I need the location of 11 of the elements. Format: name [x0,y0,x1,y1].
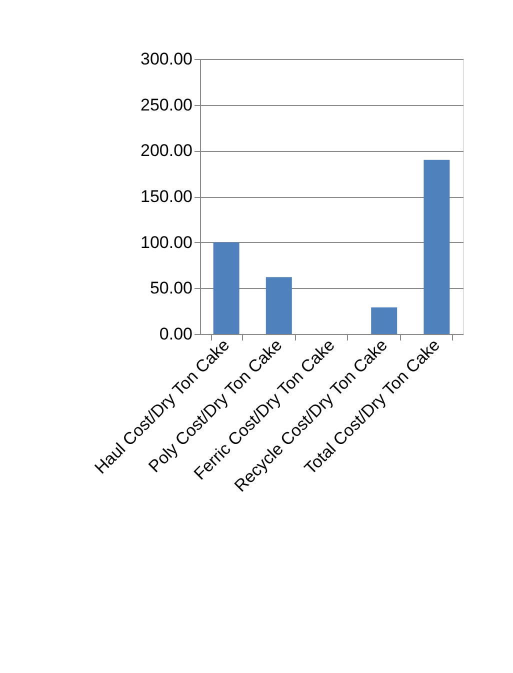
y-tick-label: 300.00 [140,50,192,68]
bar [424,160,450,334]
y-tick-label: 50.00 [150,278,192,298]
bar [213,242,240,334]
bar [266,277,292,334]
y-tick-label: 150.00 [140,187,192,206]
y-tick-label: 100.00 [140,232,192,252]
y-tick-label: 0.00 [159,324,192,344]
y-tick-label: 200.00 [140,141,192,160]
y-tick-label: 250.00 [140,95,192,114]
bar [371,307,398,334]
